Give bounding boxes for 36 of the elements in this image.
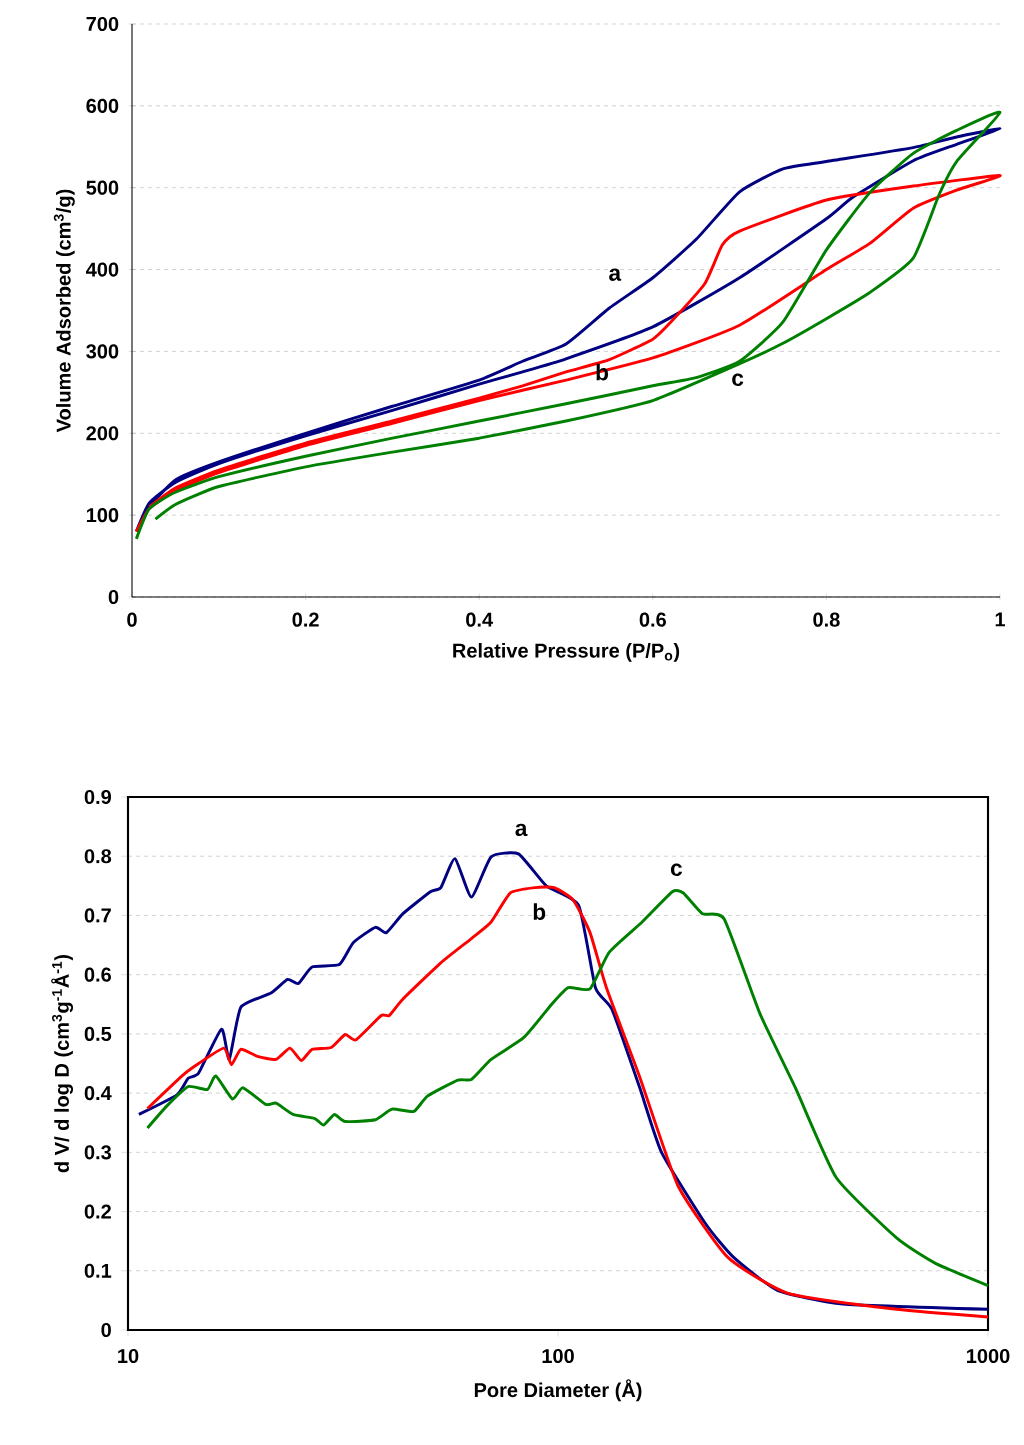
x-tick-label: 1000 xyxy=(967,1348,1010,1364)
x-tick-label: 0.8 xyxy=(813,612,840,627)
y-tick-label: 0.6 xyxy=(84,967,112,982)
y-tick-label: 0.5 xyxy=(84,1026,112,1041)
y-tick-label: 0.4 xyxy=(84,1086,112,1101)
y-tick-label: 0 xyxy=(101,1322,111,1338)
x-tick-label: 0.2 xyxy=(292,612,319,627)
series-label: b xyxy=(533,903,546,920)
y-tick-label: 100 xyxy=(86,508,119,523)
x-tick-label: 10 xyxy=(118,1348,139,1364)
y-axis-title: Volume Adsorbed (cm$^{3}$/g) xyxy=(53,189,75,433)
y-tick-label: 0.7 xyxy=(84,908,111,923)
x-tick-label: 100 xyxy=(542,1348,574,1364)
y-tick-label: 0.2 xyxy=(84,1204,111,1219)
y-axis-title: d V/ d log D (cm$^{3}$g$^{-1}$Å$^{-1}$) xyxy=(51,954,74,1173)
x-tick-label: 1 xyxy=(995,612,1006,627)
y-tick-label: 0.9 xyxy=(84,789,111,805)
series-label: c xyxy=(670,863,683,876)
y-tick-label: 0.8 xyxy=(84,849,112,864)
y-tick-label: 0.3 xyxy=(84,1145,112,1160)
y-tick-label: 200 xyxy=(86,426,119,441)
series-label: a xyxy=(609,268,622,281)
y-tick-label: 0 xyxy=(108,589,119,605)
y-tick-label: 0.1 xyxy=(84,1263,112,1278)
x-tick-label: 0 xyxy=(127,612,137,627)
series-label: a xyxy=(515,823,528,837)
x-axis-title: Pore Diameter (Å) xyxy=(474,1379,642,1402)
y-tick-label: 500 xyxy=(86,180,119,195)
y-tick-label: 300 xyxy=(86,344,119,359)
x-tick-label: 0.6 xyxy=(639,612,666,627)
y-tick-label: 400 xyxy=(85,262,119,277)
y-tick-label: 600 xyxy=(86,98,119,113)
x-axis-title: Relative Pressure (P/P$_{o}$) xyxy=(453,643,680,662)
x-tick-label: 0.4 xyxy=(466,612,493,627)
series-label: c xyxy=(732,373,744,386)
y-tick-label: 700 xyxy=(86,16,119,32)
